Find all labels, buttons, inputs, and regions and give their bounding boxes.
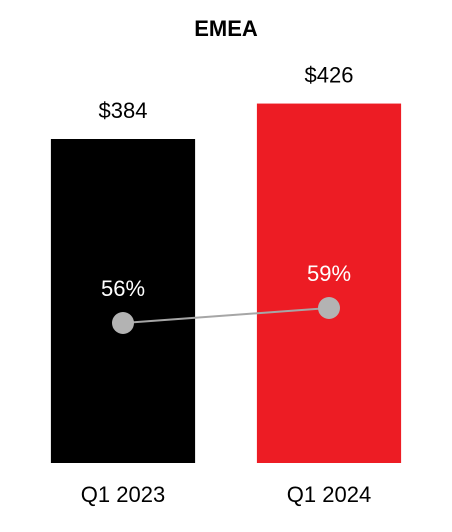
bar xyxy=(50,139,196,463)
x-tick-label: Q1 2024 xyxy=(287,482,371,507)
bar-value-label: $384 xyxy=(99,98,148,123)
line xyxy=(122,307,330,324)
line-value-label: 56% xyxy=(101,276,145,301)
x-tick-label: Q1 2023 xyxy=(81,482,165,507)
chart-title: EMEA xyxy=(194,16,258,41)
line-marker xyxy=(112,312,134,334)
bar xyxy=(256,103,402,463)
line-marker xyxy=(318,297,340,319)
line-value-label: 59% xyxy=(307,261,351,286)
bar-value-label: $426 xyxy=(305,62,354,87)
